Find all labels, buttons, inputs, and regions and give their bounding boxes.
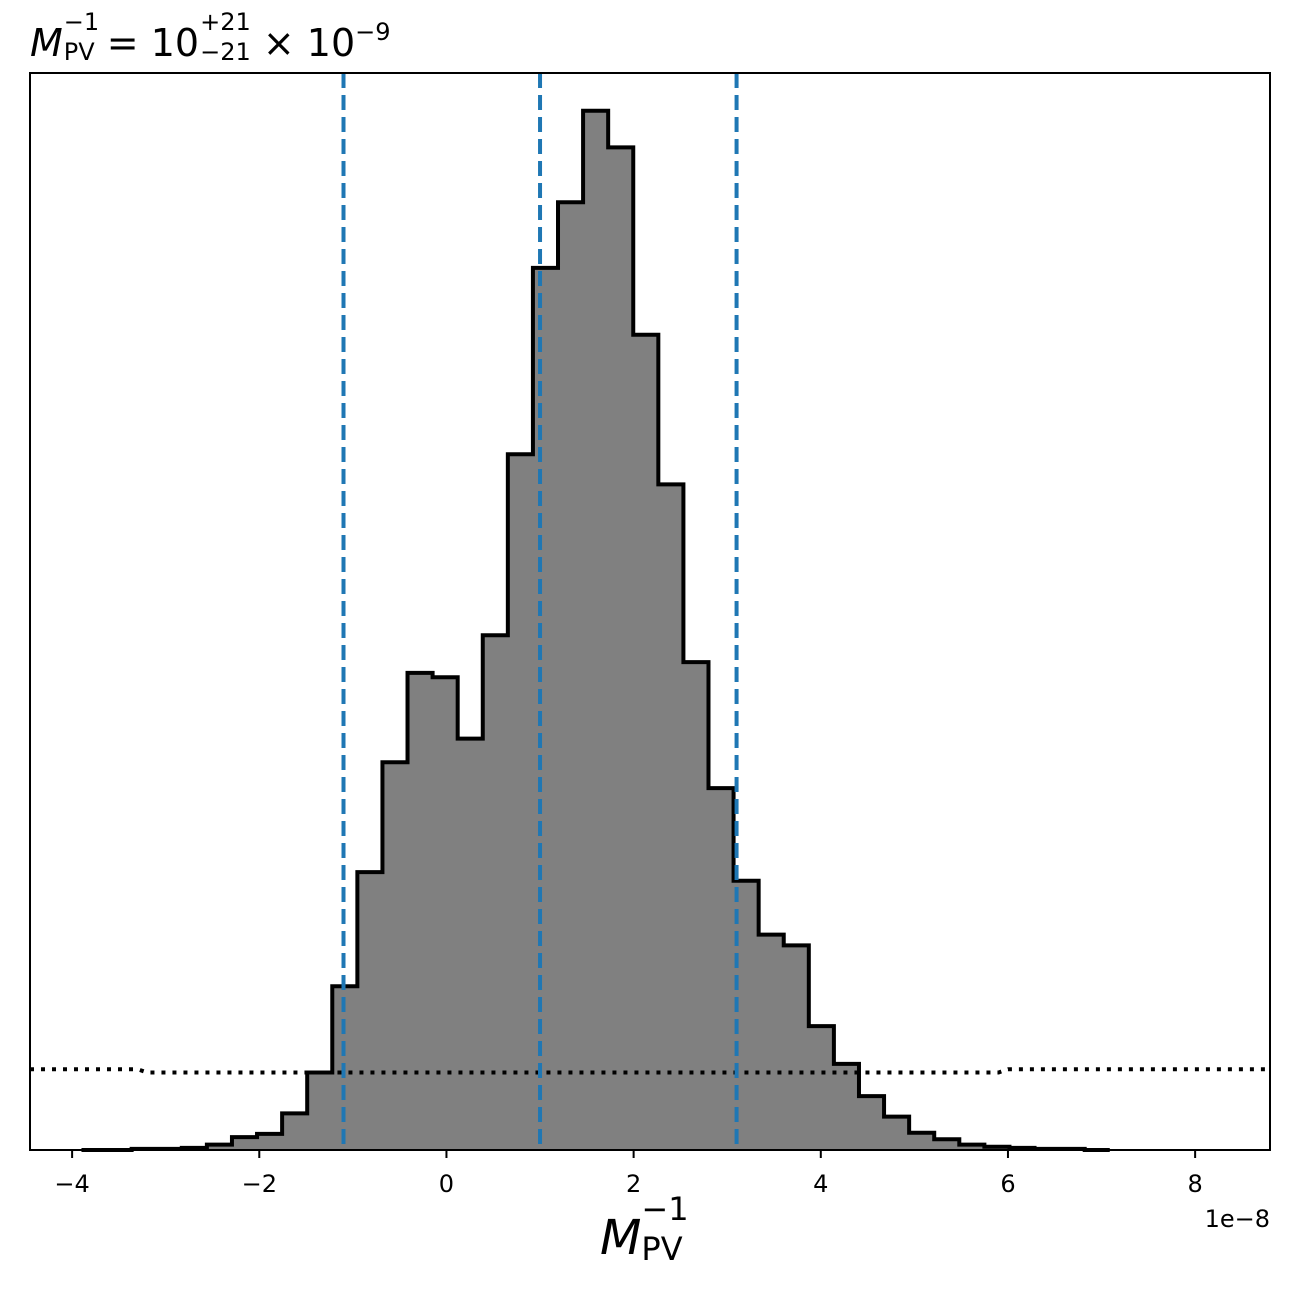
x-axis-label: MPV−1PV xyxy=(600,1193,689,1268)
x-axis-label-subscript: PV xyxy=(641,1230,683,1268)
histogram-layer xyxy=(81,108,1110,1152)
histogram-bar xyxy=(758,934,785,1150)
histogram-bar xyxy=(357,872,384,1150)
histogram-bar xyxy=(808,1026,835,1150)
x-tick-label: 2 xyxy=(626,1170,641,1198)
histogram-bar xyxy=(833,1063,860,1150)
quantile-lines-layer xyxy=(341,73,739,1150)
x-axis-label-superscript: −1 xyxy=(641,1190,689,1228)
title-subscript: PV xyxy=(63,38,95,66)
title-median: 10 xyxy=(150,21,200,65)
histogram-bar xyxy=(532,267,559,1150)
chart-title: MPV−1PV = 10+21+21−21 × 10−9 xyxy=(30,4,391,71)
title-error-scripts: +21+21−21 xyxy=(200,10,251,64)
histogram-bar xyxy=(884,1116,910,1150)
prior-layer xyxy=(30,1067,1270,1075)
title-upper-error: +21 xyxy=(200,8,251,36)
histogram-bar xyxy=(708,788,735,1150)
plot-frame xyxy=(29,72,1271,1151)
histogram-bar xyxy=(257,1133,283,1150)
histogram-bar xyxy=(733,880,760,1150)
histogram-bar xyxy=(934,1139,960,1150)
title-superscript: −1 xyxy=(63,8,100,36)
x-tick-label: −4 xyxy=(54,1170,89,1198)
prior-dotted-line xyxy=(30,1067,1270,1075)
x-axis-label-symbol: M xyxy=(600,1210,642,1266)
histogram-bar xyxy=(858,1096,885,1150)
title-equals: = xyxy=(106,21,139,65)
x-tick-label: 8 xyxy=(1187,1170,1202,1198)
x-tick-label: 4 xyxy=(813,1170,828,1198)
histogram-bar xyxy=(783,945,810,1150)
x-tick-label: 0 xyxy=(439,1170,454,1198)
title-scale-exponent: −9 xyxy=(355,18,391,46)
histogram-bar xyxy=(583,110,609,1151)
title-scale-base: 10 xyxy=(306,21,356,65)
histogram-bar xyxy=(959,1144,985,1150)
histogram-bar xyxy=(683,662,710,1150)
x-axis-label-scripts: PV−1PV xyxy=(641,1193,688,1265)
title-times: × xyxy=(262,21,295,65)
histogram-bar xyxy=(608,147,634,1151)
histogram-bar xyxy=(231,1137,258,1150)
histogram-bar xyxy=(282,1113,308,1150)
histogram-bar xyxy=(407,672,434,1150)
histogram-bar xyxy=(658,484,685,1150)
title-symbol: M xyxy=(30,21,63,65)
title-symbol-scripts: PV−1PV xyxy=(64,10,99,64)
histogram-bar xyxy=(382,762,409,1150)
histogram-bar xyxy=(507,454,534,1150)
histogram-bar xyxy=(206,1144,233,1150)
x-axis-ticks: −4 −2 0 2 4 6 8 xyxy=(54,1150,1203,1198)
histogram-bar xyxy=(633,334,659,1150)
title-lower-error: −21 xyxy=(200,38,251,66)
histogram-outline xyxy=(81,108,1110,1152)
histogram-bar xyxy=(909,1132,935,1150)
histogram-bar xyxy=(558,202,584,1151)
histogram-bar xyxy=(482,635,509,1150)
histogram-bar xyxy=(432,677,459,1150)
histogram-bar xyxy=(307,1072,333,1150)
x-tick-label: 6 xyxy=(1000,1170,1015,1198)
x-tick-label: −2 xyxy=(242,1170,277,1198)
histogram-bar xyxy=(457,738,484,1150)
x-axis-offset-label: 1e−8 xyxy=(1204,1205,1270,1233)
